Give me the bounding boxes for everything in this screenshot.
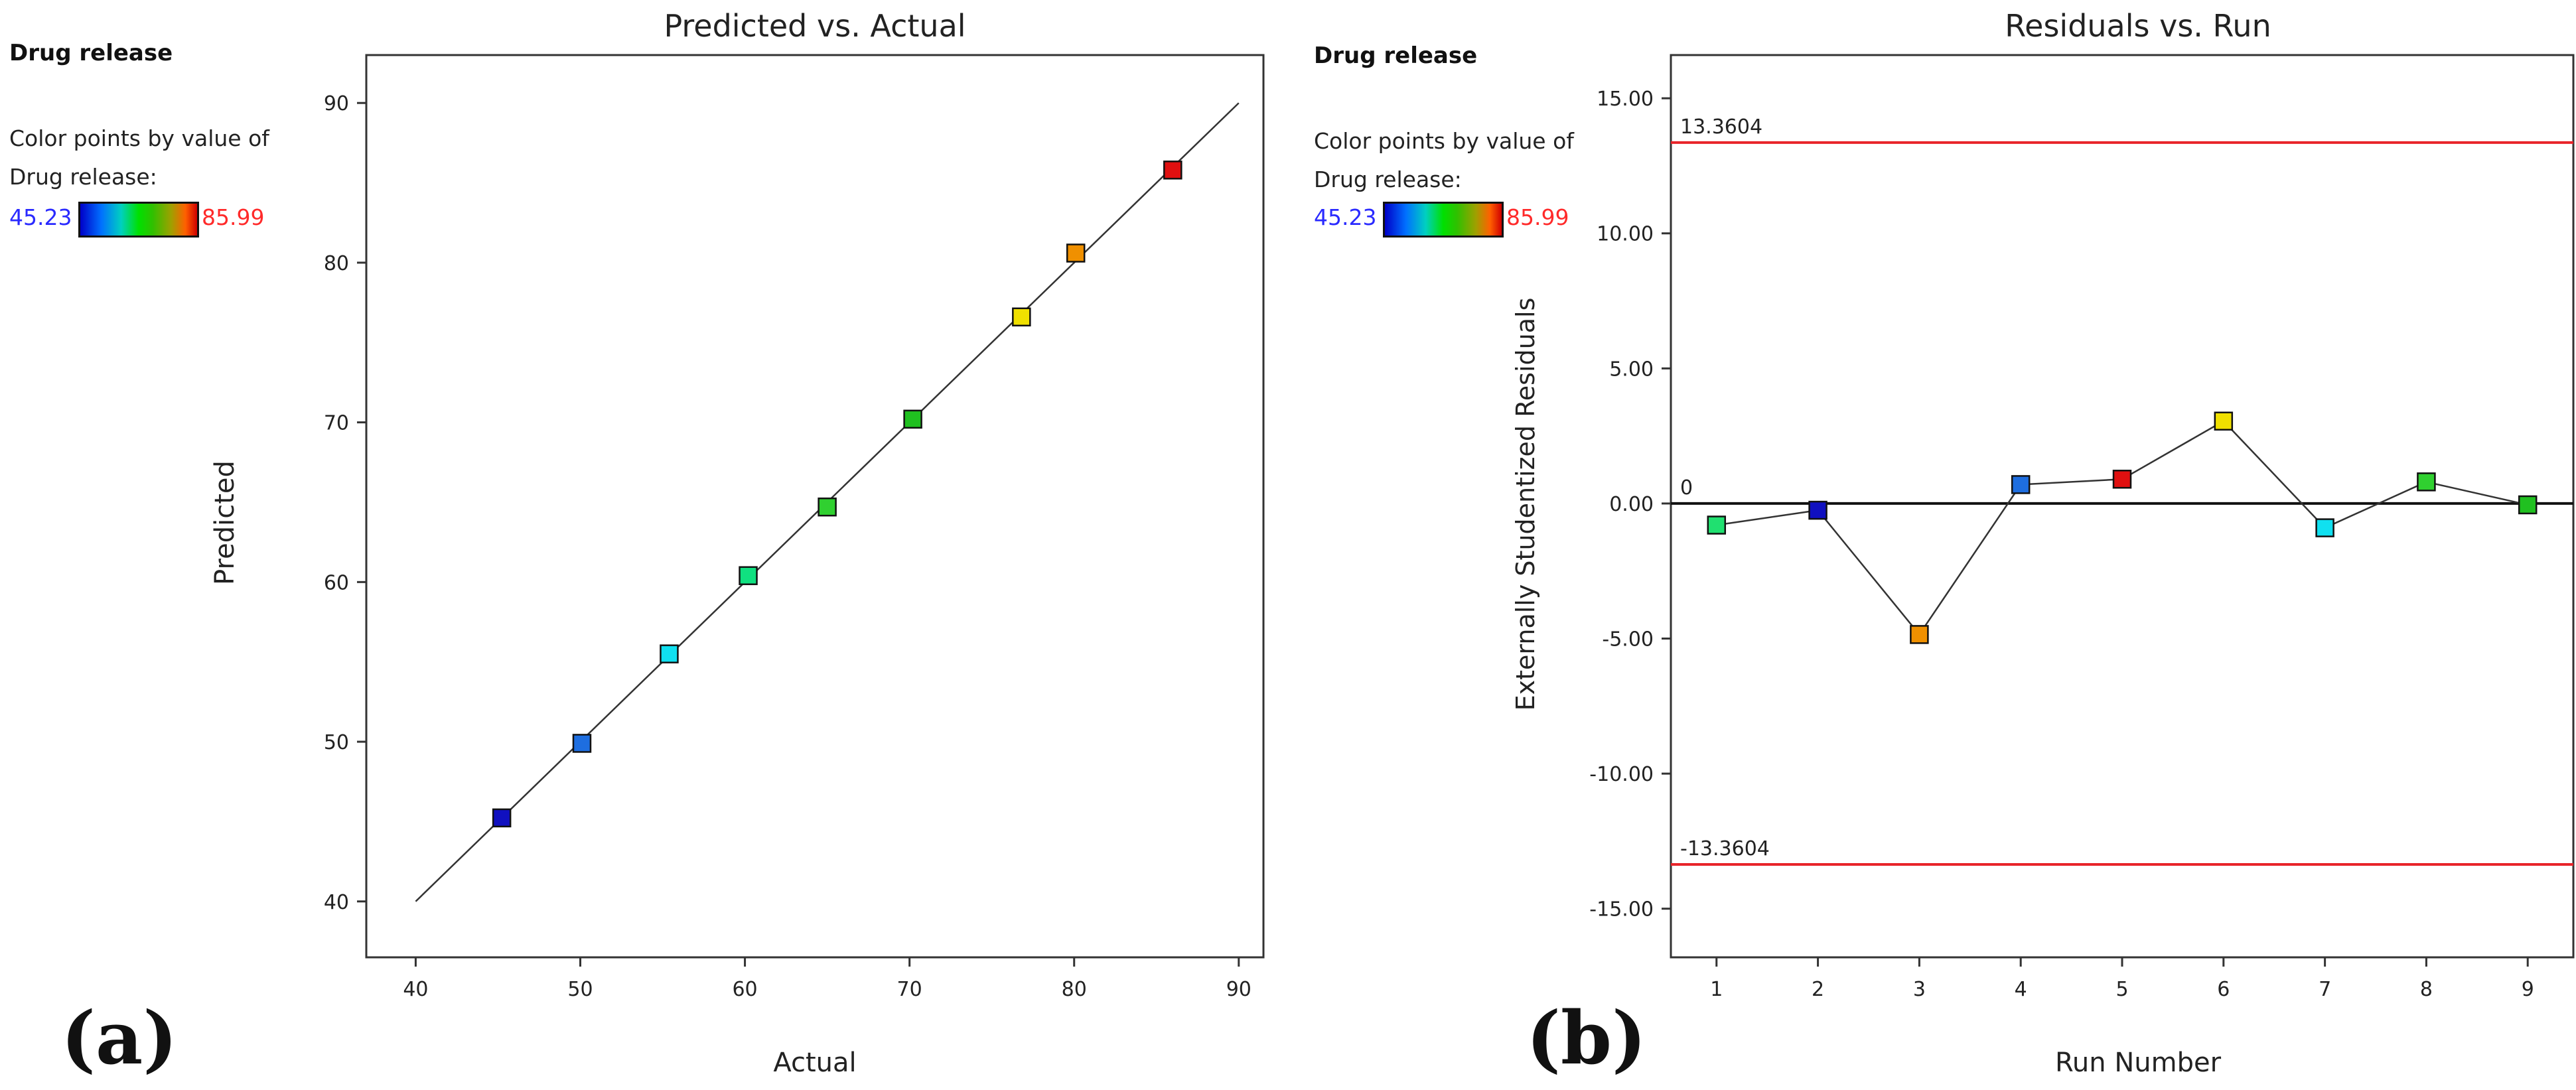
x-tick-label-b: 3 xyxy=(1913,978,1926,1001)
chart-title-a: Predicted vs. Actual xyxy=(664,8,966,44)
x-tick-label-b: 4 xyxy=(2015,978,2027,1001)
x-axis-label-b: Run Number xyxy=(2055,1048,2222,1078)
y-tick-label-b: -10.00 xyxy=(1589,763,1654,786)
lower-limit-label: -13.3604 xyxy=(1680,837,1770,860)
x-tick-label-b: 1 xyxy=(1710,978,1723,1001)
x-tick-label-a: 60 xyxy=(732,978,757,1001)
chart-title-b: Residuals vs. Run xyxy=(2005,8,2271,44)
colorbar-a xyxy=(78,202,199,238)
y-tick-label-a: 90 xyxy=(324,92,349,115)
residual-point xyxy=(2214,411,2234,431)
legend-caption-line1-b: Color points by value of xyxy=(1314,128,1574,154)
x-axis-label-a: Actual xyxy=(773,1048,856,1078)
x-tick-label-b: 2 xyxy=(1812,978,1824,1001)
y-tick-label-b: -5.00 xyxy=(1602,628,1654,651)
y-axis-label-a: Predicted xyxy=(210,460,240,585)
y-tick-label-a: 80 xyxy=(324,252,349,275)
legend-min-b: 45.23 xyxy=(1314,204,1377,230)
x-tick-label-a: 70 xyxy=(897,978,922,1001)
x-tick-label-b: 9 xyxy=(2522,978,2534,1001)
x-tick-label-a: 80 xyxy=(1062,978,1087,1001)
data-point-a xyxy=(903,409,922,429)
legend-max-a: 85.99 xyxy=(202,204,265,230)
y-tick-label-b: 10.00 xyxy=(1597,223,1654,246)
legend-caption-line2-a: Drug release: xyxy=(9,164,157,190)
x-tick-label-a: 50 xyxy=(567,978,593,1001)
residual-point xyxy=(1707,515,1727,535)
data-point-a xyxy=(739,566,758,585)
y-tick-label-a: 50 xyxy=(324,731,349,754)
residual-point xyxy=(1808,500,1827,520)
residual-point xyxy=(2011,475,2031,494)
zero-line-label: 0 xyxy=(1680,476,1693,500)
x-tick-label-b: 8 xyxy=(2420,978,2433,1001)
x-tick-label-b: 5 xyxy=(2115,978,2128,1001)
x-tick-label-b: 7 xyxy=(2319,978,2331,1001)
data-point-a xyxy=(1163,161,1182,180)
y-tick-label-a: 70 xyxy=(324,412,349,435)
plot-frame-a xyxy=(365,54,1265,959)
plot-frame-b xyxy=(1670,54,2575,959)
data-point-a xyxy=(660,644,679,663)
residual-point xyxy=(2518,495,2538,515)
legend-caption-line2-b: Drug release: xyxy=(1314,167,1462,192)
y-tick-label-a: 40 xyxy=(324,891,349,914)
y-axis-label-b: Externally Studentized Residuals xyxy=(1511,298,1540,711)
residual-series-line xyxy=(1716,420,2528,636)
residual-point xyxy=(2417,472,2436,492)
residual-point xyxy=(1910,625,1929,644)
data-point-a xyxy=(1066,243,1086,263)
legend-title-b: Drug release xyxy=(1314,42,1478,69)
y-tick-label-b: 15.00 xyxy=(1597,88,1654,111)
data-point-a xyxy=(492,808,512,828)
y-tick-label-a: 60 xyxy=(324,571,349,594)
panel-label-a: (a) xyxy=(61,995,178,1081)
colorbar-b xyxy=(1383,202,1504,238)
x-tick-label-b: 6 xyxy=(2217,978,2230,1001)
legend-max-b: 85.99 xyxy=(1506,204,1569,230)
residual-point xyxy=(2112,470,2132,489)
legend-title-a: Drug release xyxy=(9,40,173,66)
data-point-a xyxy=(572,734,592,753)
y-tick-label-b: 5.00 xyxy=(1609,358,1654,381)
x-tick-label-a: 40 xyxy=(403,978,428,1001)
panel-label-b: (b) xyxy=(1526,995,1647,1081)
x-tick-label-a: 90 xyxy=(1226,978,1252,1001)
residual-point xyxy=(2315,518,2334,537)
upper-limit-label: 13.3604 xyxy=(1680,115,1762,139)
y-tick-label-b: 0.00 xyxy=(1609,493,1654,516)
data-point-a xyxy=(1012,307,1031,327)
legend-min-a: 45.23 xyxy=(9,204,72,230)
y-tick-label-b: -15.00 xyxy=(1589,898,1654,921)
data-point-a xyxy=(818,497,837,517)
legend-caption-line1-a: Color points by value of xyxy=(9,125,269,151)
